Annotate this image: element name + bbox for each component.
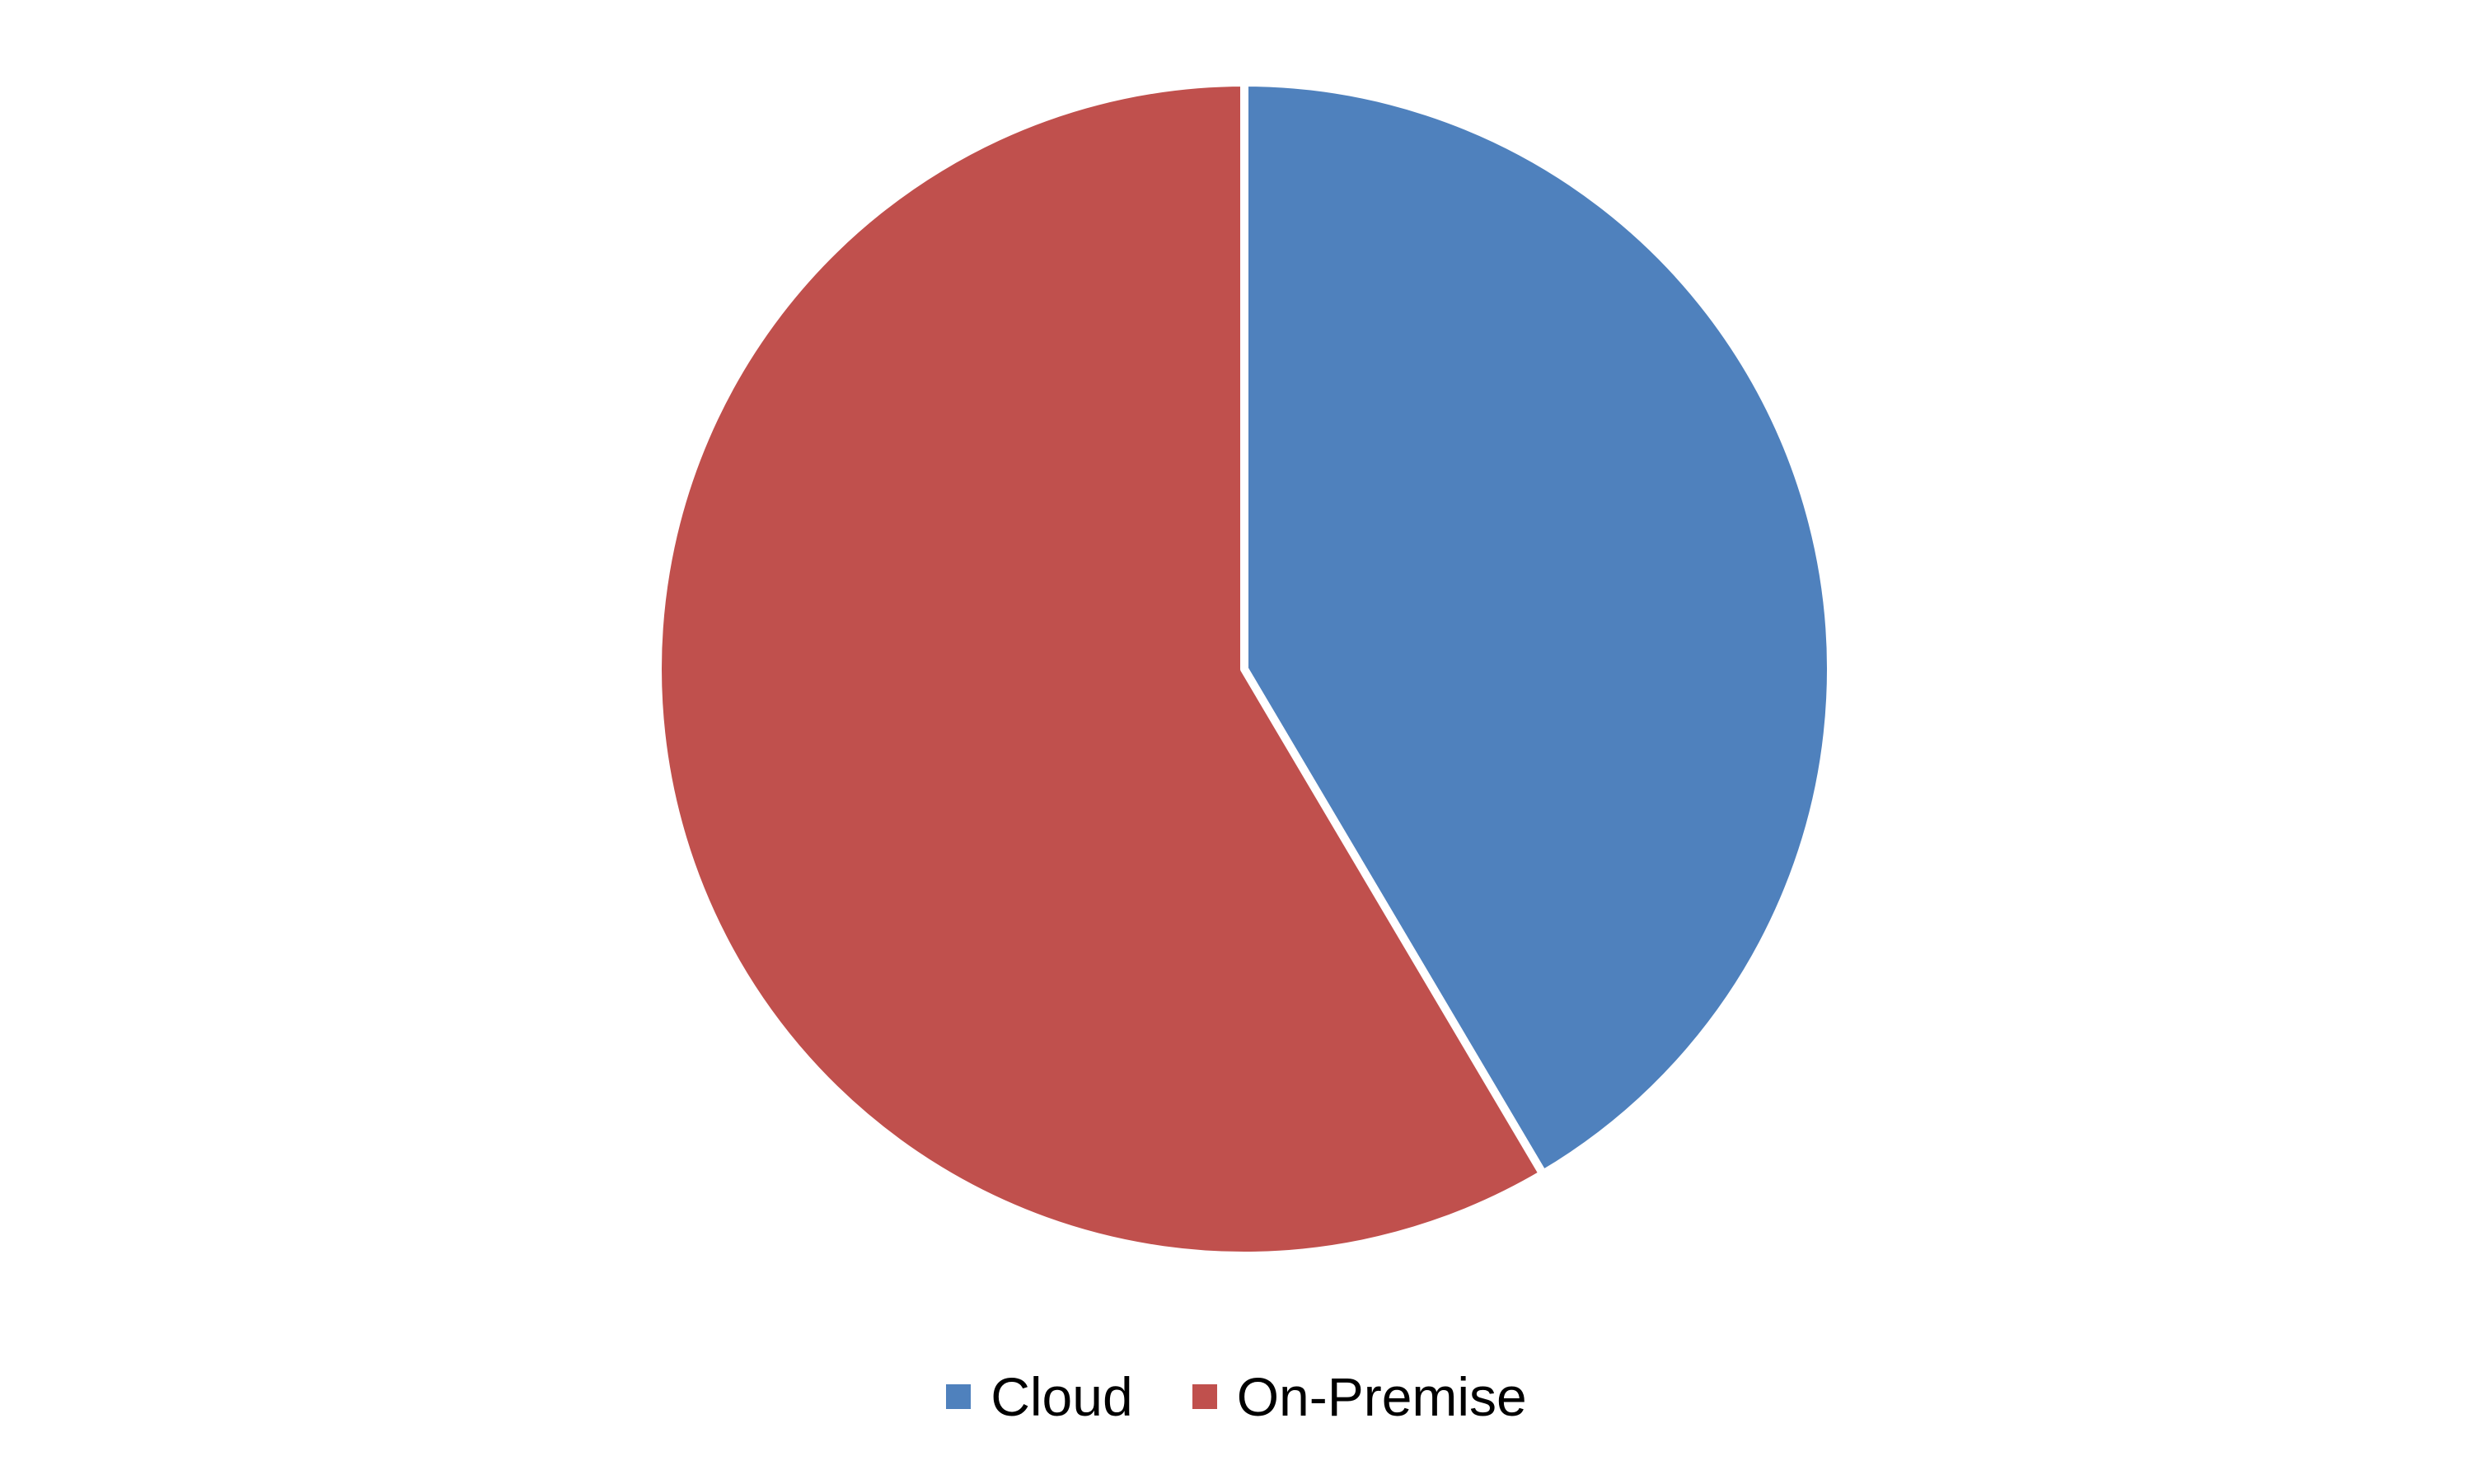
legend-item-on-premise: On-Premise: [1192, 1369, 1527, 1424]
legend-label-on-premise: On-Premise: [1236, 1366, 1527, 1427]
legend-swatch-cloud: [946, 1384, 972, 1409]
legend-item-cloud: Cloud: [946, 1366, 1133, 1427]
pie-slice-on-premise: [653, 78, 1548, 1260]
legend-swatch-on-premise: [1192, 1384, 1217, 1409]
pie-slice-cloud: [1240, 78, 1835, 1178]
pie-slices-group: [653, 78, 1835, 1260]
legend-label-cloud: Cloud: [991, 1366, 1133, 1427]
chart-legend: Cloud On-Premise: [0, 1364, 2473, 1430]
